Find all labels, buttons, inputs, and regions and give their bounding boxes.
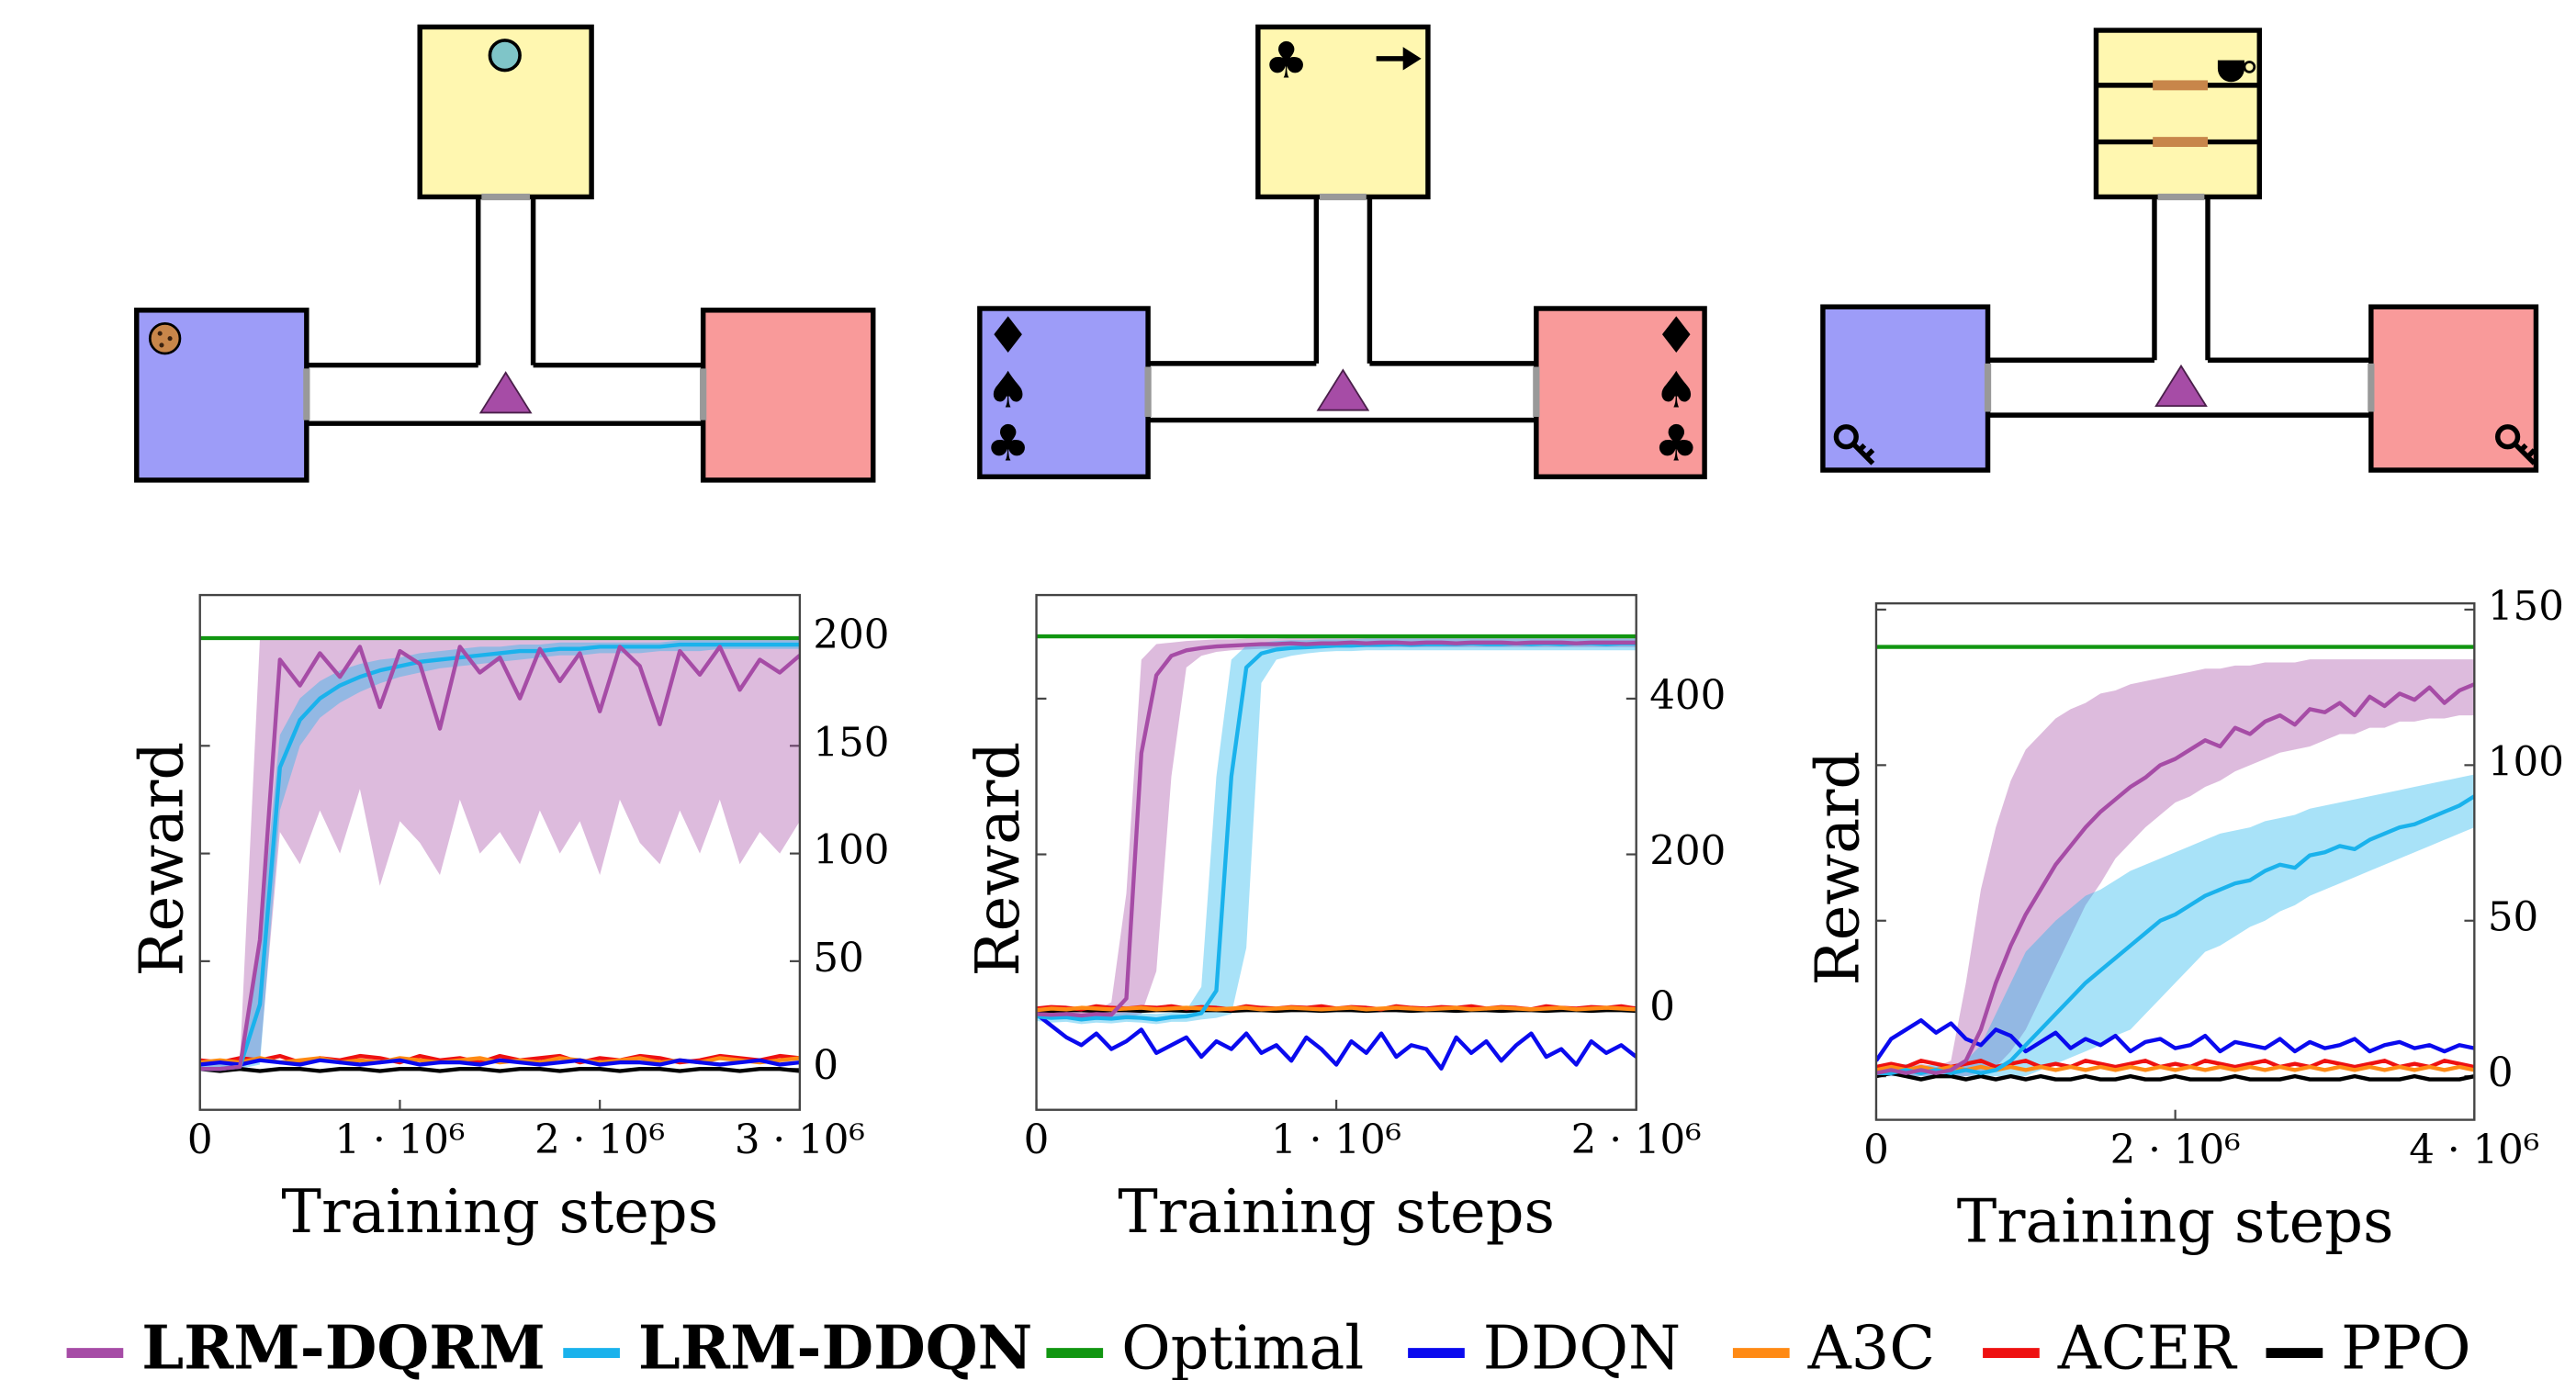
x-tick-label: 0 <box>1024 1117 1050 1163</box>
x-tick-label: 2 · 10⁶ <box>1571 1117 1702 1163</box>
y-tick-label: 50 <box>2488 895 2538 941</box>
suit-symbol: ♣ <box>1264 30 1309 89</box>
y-tick-label: 200 <box>1649 829 1726 875</box>
series-line <box>1036 1012 1637 1071</box>
y-tick-label: 50 <box>813 936 863 982</box>
x-tick-label: 2 · 10⁶ <box>2110 1128 2241 1173</box>
series-line <box>199 645 800 1071</box>
x-axis-label: Training steps <box>1118 1177 1555 1247</box>
cookie-chip <box>159 342 164 348</box>
coffee-cup <box>2217 60 2244 83</box>
x-axis-label: Training steps <box>1957 1187 2394 1257</box>
key-bow <box>1833 424 1859 450</box>
room-right <box>700 308 876 483</box>
cookie-chip <box>167 336 173 342</box>
y-tick-label: 0 <box>2488 1050 2514 1096</box>
y-tick-label: 0 <box>1649 984 1675 1030</box>
shelf-item <box>2153 137 2209 148</box>
x-tick-label: 0 <box>1863 1128 1889 1173</box>
x-tick-label: 3 · 10⁶ <box>735 1117 865 1163</box>
room-left <box>977 306 1151 479</box>
plot-frame <box>1035 593 1637 1111</box>
x-tick-label: 2 · 10⁶ <box>534 1117 665 1163</box>
legend-label: A3C <box>1807 1314 1936 1380</box>
x-tick-label: 1 · 10⁶ <box>1271 1117 1401 1163</box>
series-line <box>1875 794 2475 1075</box>
key-blade <box>1850 442 1875 466</box>
x-tick-label: 0 <box>187 1117 213 1163</box>
series-line <box>1036 1005 1637 1013</box>
series-line <box>1875 1071 2475 1082</box>
suit-symbol: ♠ <box>985 361 1030 420</box>
charts: 0 50 100 150 200 0 1 · 10⁶ 2 · 10⁶ 3 · 10⁶ Traini… <box>127 584 2563 1257</box>
confidence-band <box>1875 659 2475 1077</box>
y-tick-label: 0 <box>813 1043 838 1089</box>
key-blade <box>2512 442 2537 466</box>
suit-symbol: ♣ <box>1654 414 1699 473</box>
y-tick-label: 100 <box>2488 739 2564 785</box>
x-axis-label: Training steps <box>281 1177 718 1247</box>
series-line <box>1036 640 1637 1018</box>
agent <box>2154 364 2208 408</box>
chart: 0 50 100 150 0 2 · 10⁶ 4 · 10⁶ Training steps Re… <box>1804 584 2564 1257</box>
agent <box>478 371 533 414</box>
cookie-chip <box>157 331 163 336</box>
series-line <box>1875 1059 2475 1070</box>
legend-label: LRM-DQRM <box>141 1314 546 1380</box>
y-tick-label: 200 <box>813 612 889 658</box>
chart: 0 200 400 0 1 · 10⁶ 2 · 10⁶ Training steps Rewa… <box>963 593 1726 1247</box>
key-bow <box>2495 424 2521 450</box>
y-axis-label: Reward <box>127 742 197 977</box>
room-top <box>2093 28 2262 200</box>
legend-label: PPO <box>2341 1314 2470 1380</box>
shelf-item <box>2153 80 2209 91</box>
suit-symbol: ♣ <box>985 414 1030 473</box>
coffee-handle <box>2243 61 2256 73</box>
confidence-band <box>1875 774 2475 1077</box>
y-tick-label: 150 <box>813 720 889 766</box>
legend-label: ACER <box>2057 1314 2238 1380</box>
y-tick-label: 150 <box>2488 584 2564 630</box>
series-line <box>1875 1064 2475 1072</box>
agent <box>1316 368 1370 411</box>
suit-symbol: ♠ <box>1654 361 1699 420</box>
legend-label: Optimal <box>1121 1314 1364 1380</box>
y-tick-label: 400 <box>1649 673 1726 719</box>
plot-area <box>199 635 800 1073</box>
series-line <box>199 1058 800 1067</box>
plot-area <box>1875 645 2475 1082</box>
x-tick-label: 1 · 10⁶ <box>334 1117 465 1163</box>
goal-object <box>488 39 522 73</box>
arrow-head <box>1402 47 1422 71</box>
chart: 0 50 100 150 200 0 1 · 10⁶ 2 · 10⁶ 3 · 10⁶ Traini… <box>127 593 890 1247</box>
plot-area <box>1036 634 1637 1071</box>
room-right <box>2368 304 2539 473</box>
y-axis-label: Reward <box>1804 751 1873 986</box>
y-tick-label: 100 <box>813 828 889 874</box>
plot-frame <box>1874 601 2476 1121</box>
series-line <box>199 1053 800 1065</box>
plot-frame <box>198 593 802 1111</box>
legend: LRM-DQRM LRM-DDQN Optimal DDQN A3C ACER PPO <box>66 1314 2471 1380</box>
environment-diagrams: ♣♦ ♦♠ ♠♣ ♣ <box>134 24 2539 483</box>
suit-symbol: ♦ <box>1654 306 1699 365</box>
room-right <box>1534 306 1707 479</box>
series-line <box>1875 682 2475 1075</box>
series-line <box>199 1066 800 1073</box>
confidence-band <box>1036 637 1637 1020</box>
room-top <box>1255 24 1431 200</box>
legend-label: DDQN <box>1483 1314 1681 1380</box>
series-line <box>199 642 800 1071</box>
cookie <box>148 321 182 355</box>
confidence-band <box>199 637 800 1070</box>
x-tick-label: 4 · 10⁶ <box>2409 1128 2539 1173</box>
suit-symbol: ♦ <box>985 306 1030 365</box>
confidence-band <box>199 640 800 1070</box>
y-axis-label: Reward <box>963 742 1033 977</box>
legend-label: LRM-DDQN <box>638 1314 1032 1380</box>
